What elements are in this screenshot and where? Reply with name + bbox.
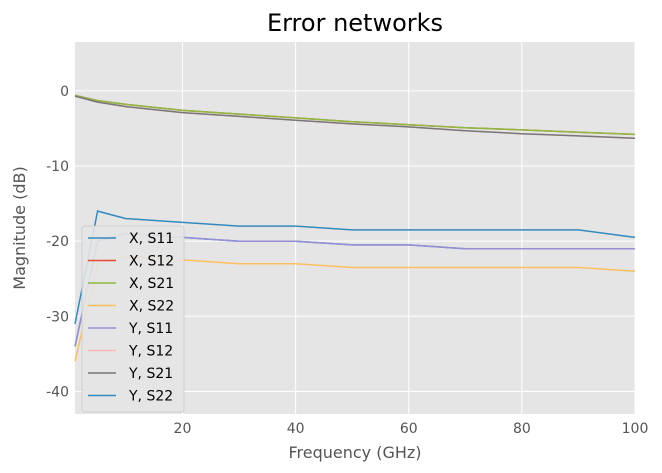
x-axis-label: Frequency (GHz) xyxy=(288,443,421,462)
y-tick-label: -30 xyxy=(46,309,69,325)
legend-entry-label: X, S12 xyxy=(129,254,174,270)
x-tick-label: 100 xyxy=(622,421,649,437)
legend-frame xyxy=(81,225,185,413)
y-tick-label: -10 xyxy=(46,159,69,175)
legend-entry-label: X, S22 xyxy=(129,299,174,315)
tick-labels: 20 40 60 80 100 0 -10 -20 -30 -40 xyxy=(46,84,648,437)
chart-title: Error networks xyxy=(267,9,443,37)
legend-entry-label: Y, S12 xyxy=(128,344,173,360)
x-tick-label: 40 xyxy=(287,421,305,437)
series-line-6 xyxy=(74,95,636,139)
x-tick-label: 80 xyxy=(513,421,531,437)
x-tick-label: 60 xyxy=(400,421,418,437)
y-tick-label: -40 xyxy=(46,384,69,400)
legend-entry-label: Y, S11 xyxy=(128,321,173,337)
y-tick-label: 0 xyxy=(60,84,69,100)
series-line-7 xyxy=(74,210,636,324)
legend-entry-label: X, S21 xyxy=(129,276,174,292)
legend: X, S11 X, S12 X, S21 X, S22 Y, S11 Y, S12 Y, S… xyxy=(81,225,185,413)
legend-entry-label: Y, S21 xyxy=(128,366,173,382)
legend-entry-label: X, S11 xyxy=(129,231,174,247)
y-axis-label: Magnitude (dB) xyxy=(10,166,29,289)
series-line-2 xyxy=(74,94,636,136)
y-tick-label: -20 xyxy=(46,234,69,250)
legend-entry-label: Y, S22 xyxy=(128,389,173,405)
x-tick-label: 20 xyxy=(174,421,192,437)
